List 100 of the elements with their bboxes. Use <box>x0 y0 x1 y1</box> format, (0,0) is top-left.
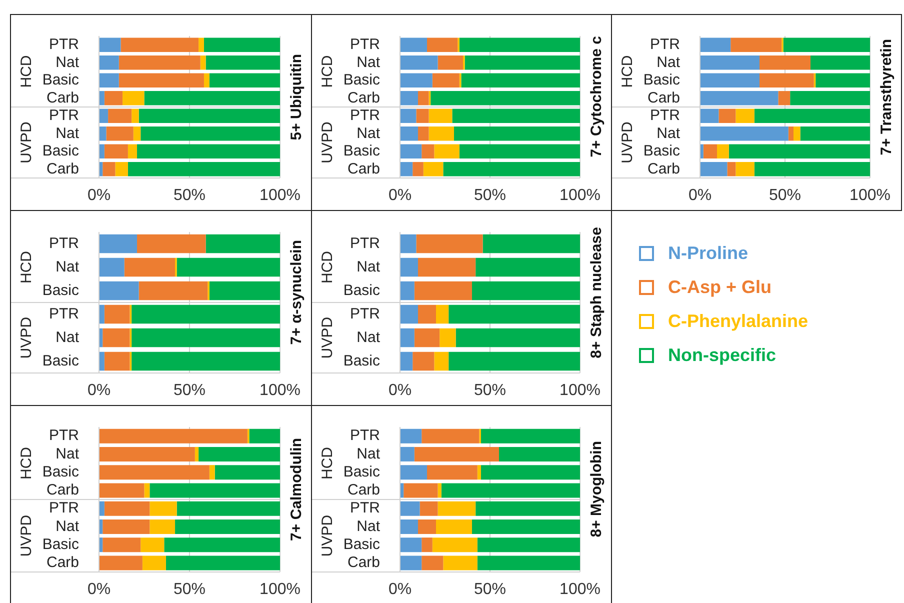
bar <box>100 108 108 123</box>
bar <box>400 162 413 176</box>
y-tick-label: Nat <box>56 258 80 276</box>
y-tick-label: PTR <box>49 500 80 517</box>
bar <box>102 538 141 552</box>
bar <box>700 91 778 106</box>
y-tick-label: Basic <box>343 282 380 299</box>
bar <box>100 352 104 371</box>
bar <box>400 126 418 141</box>
bar <box>140 538 164 552</box>
text: UVPD <box>18 122 36 164</box>
bar <box>128 162 280 176</box>
bar <box>120 38 199 52</box>
text: UVPD <box>619 122 636 164</box>
text: UVPD <box>18 316 36 359</box>
y-tick-label: Nat <box>356 124 381 142</box>
bar <box>100 162 103 176</box>
bar <box>760 73 814 88</box>
text: HCD <box>18 446 36 480</box>
text: UVPD <box>319 514 336 557</box>
bar <box>404 483 438 498</box>
bar <box>438 501 476 516</box>
bar <box>198 446 280 462</box>
bar <box>436 304 449 324</box>
bar <box>104 91 123 106</box>
y-tick-label: Nat <box>56 328 80 346</box>
bar <box>164 538 280 552</box>
bar <box>422 144 434 158</box>
y-tick-label: Basic <box>343 536 380 553</box>
bar <box>438 56 463 70</box>
bar <box>464 56 580 70</box>
bar <box>400 234 416 254</box>
bar <box>788 126 794 141</box>
x-tick-label: 50% <box>474 382 506 400</box>
y-tick-label: PTR <box>350 107 380 124</box>
bar <box>703 144 717 158</box>
bar <box>400 538 422 552</box>
bar <box>194 446 199 462</box>
y-tick-label: PTR <box>49 36 80 54</box>
bar <box>428 108 452 123</box>
bar <box>400 446 414 462</box>
bar <box>412 162 424 176</box>
bar <box>102 328 130 348</box>
bar <box>700 56 760 70</box>
bar <box>434 352 449 371</box>
y-tick-label: Nat <box>56 518 80 535</box>
text: HCD <box>319 250 336 284</box>
bar <box>118 56 200 70</box>
y-tick-label: PTR <box>650 107 680 124</box>
bar <box>459 38 580 52</box>
bar <box>414 281 472 300</box>
bar <box>422 556 444 570</box>
bar <box>422 538 432 552</box>
y-tick-label: PTR <box>350 305 380 322</box>
bar <box>400 328 414 348</box>
x-tick-label: 100% <box>260 187 300 204</box>
bar <box>730 38 782 52</box>
y-tick-label: Basic <box>343 142 380 160</box>
bar <box>700 126 788 141</box>
y-tick-label: Carb <box>46 89 79 106</box>
bar <box>461 73 580 88</box>
x-tick-label: 50% <box>474 581 506 598</box>
x-tick-label: 50% <box>173 382 206 400</box>
bar <box>481 428 580 444</box>
bar <box>718 108 736 123</box>
bar <box>400 556 422 570</box>
text: 7+ Cytochrome c <box>588 36 605 158</box>
legend-label: N-Proline <box>668 242 748 264</box>
bar <box>100 428 248 444</box>
bar <box>754 162 870 176</box>
bar <box>728 144 870 158</box>
text: 7+ Calmodulin <box>288 438 305 540</box>
bar <box>150 519 176 534</box>
bar <box>142 556 166 570</box>
y-tick-label: Basic <box>42 282 80 299</box>
y-tick-label: Carb <box>347 89 380 106</box>
bar <box>436 519 472 534</box>
y-tick-label: Nat <box>656 54 681 71</box>
bar <box>100 483 144 498</box>
bar <box>760 56 810 70</box>
bar <box>400 428 422 444</box>
y-tick-label: PTR <box>350 234 380 252</box>
y-tick-label: Basic <box>643 72 680 89</box>
bar <box>100 328 103 348</box>
bar <box>454 126 580 141</box>
x-tick-label: 0% <box>87 187 111 204</box>
x-tick-label: 100% <box>850 187 890 204</box>
bar <box>100 538 103 552</box>
bar <box>472 281 580 300</box>
bar <box>144 483 150 498</box>
bar <box>132 352 280 371</box>
bar <box>427 38 458 52</box>
bar <box>459 144 580 158</box>
bar <box>736 108 754 123</box>
y-tick-label: Carb <box>647 89 680 106</box>
bar <box>124 258 176 277</box>
y-tick-label: Basic <box>42 352 80 370</box>
y-tick-label: Carb <box>46 160 79 178</box>
bar <box>400 304 418 324</box>
bar <box>104 501 150 516</box>
